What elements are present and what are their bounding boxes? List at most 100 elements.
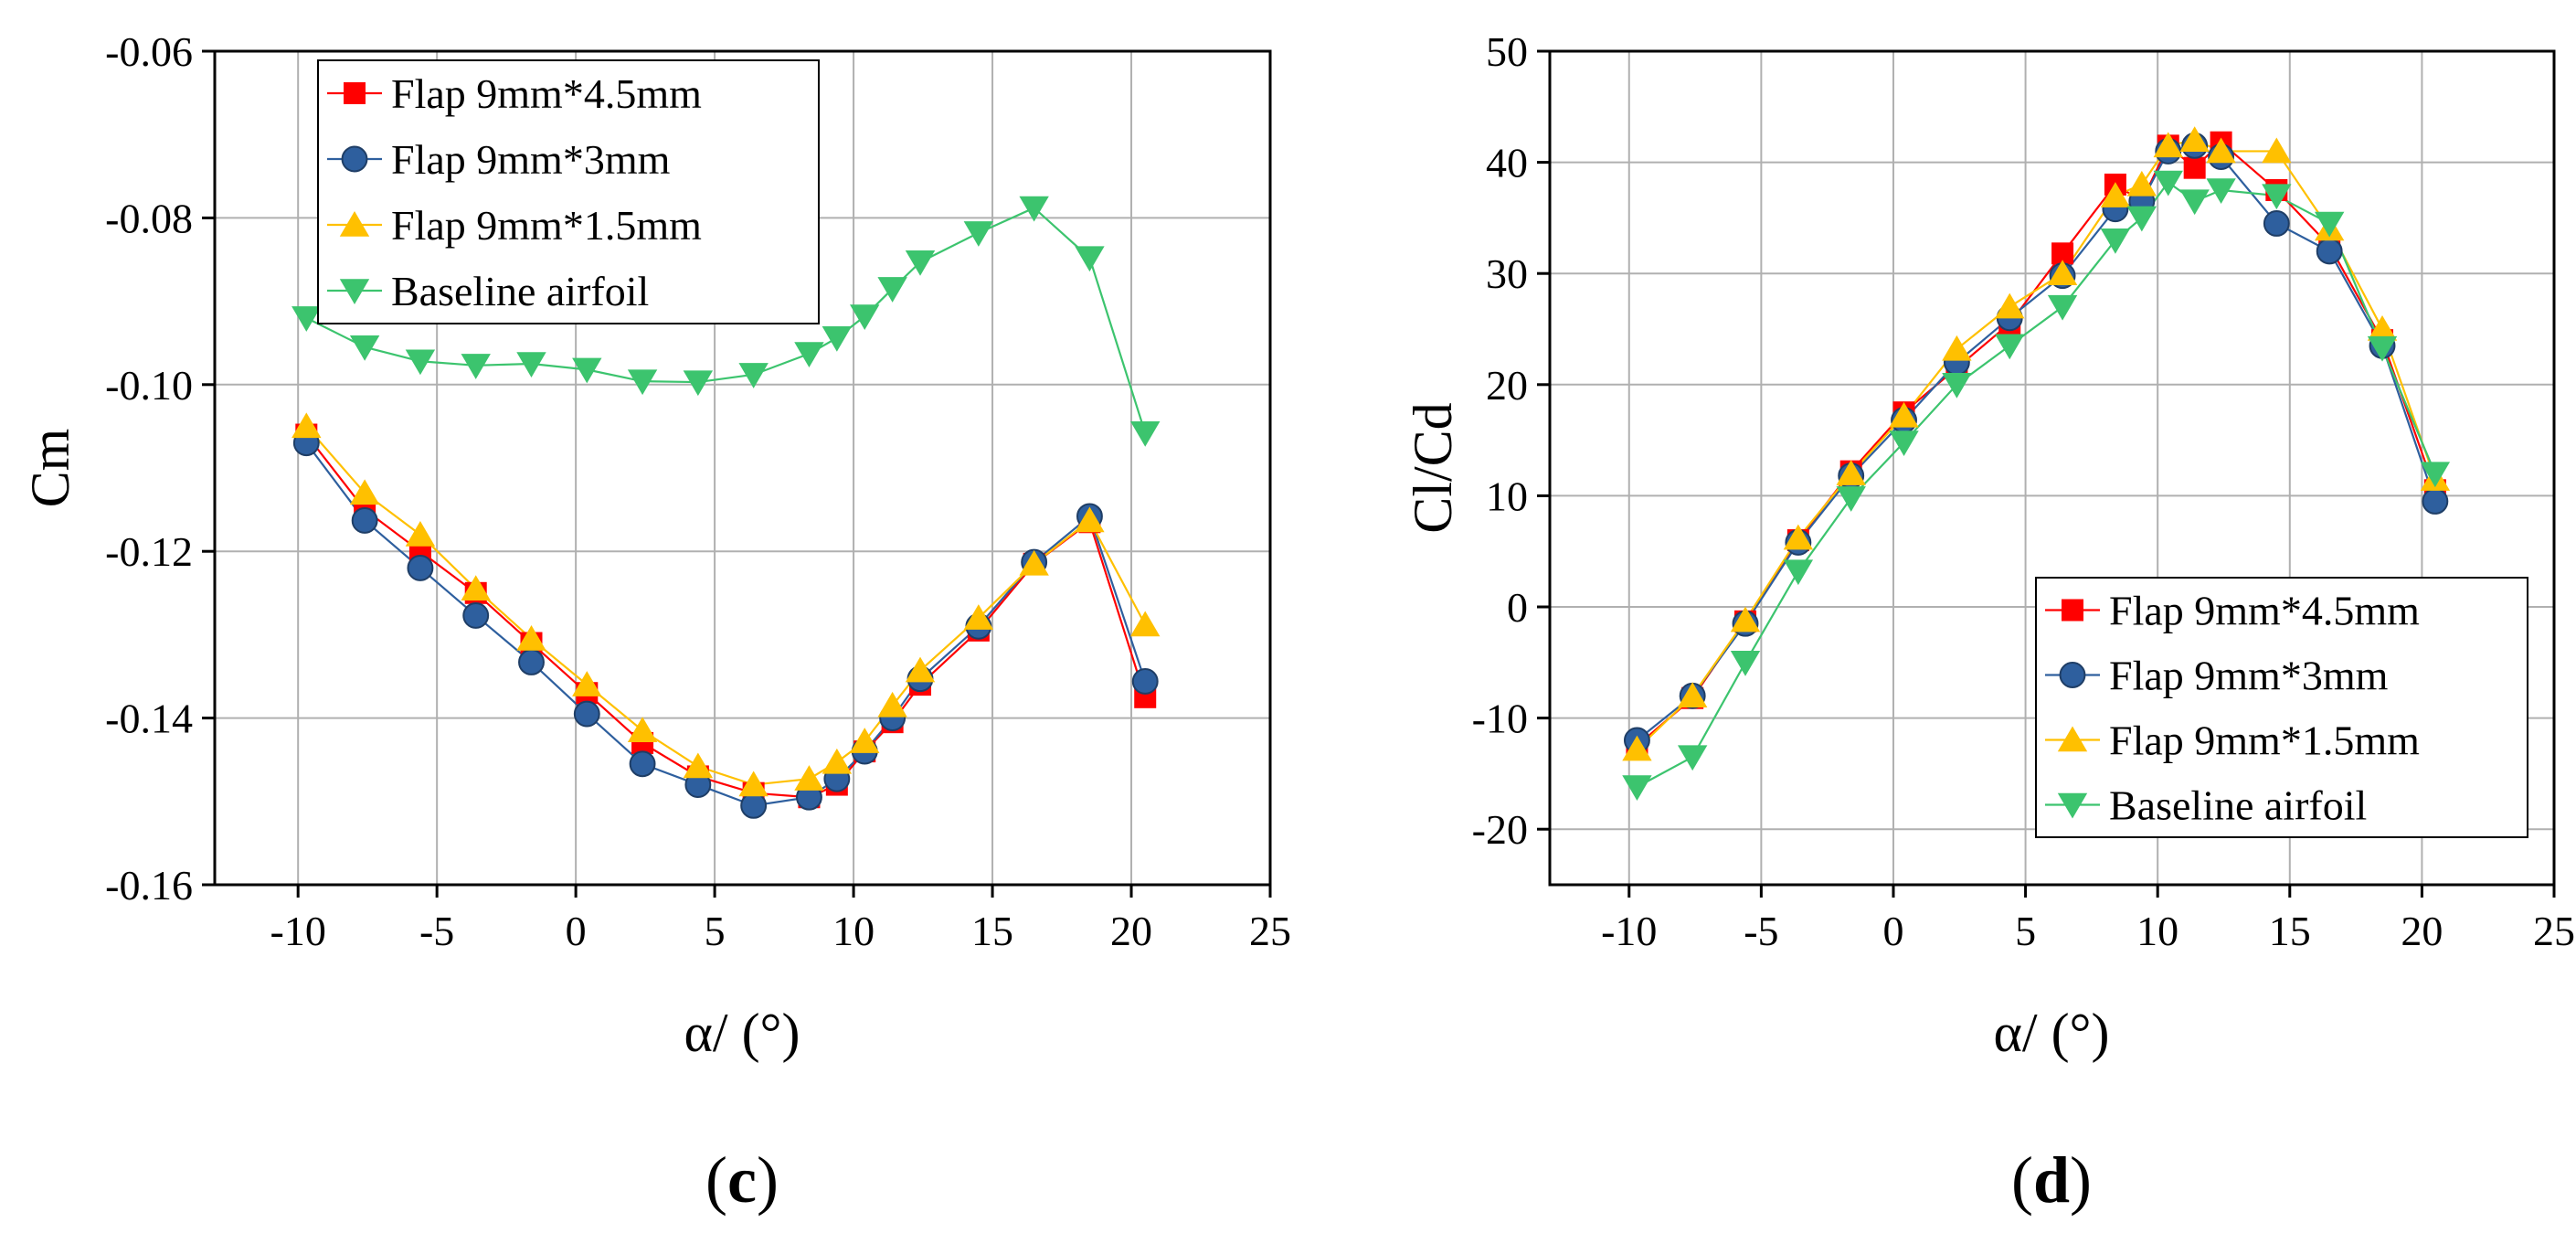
legend-box xyxy=(2035,577,2528,838)
data-point xyxy=(1130,611,1161,637)
x-tick-label: 15 xyxy=(971,908,1013,954)
data-point xyxy=(2420,462,2451,488)
data-point xyxy=(572,671,602,696)
data-point xyxy=(349,335,380,361)
data-point xyxy=(2183,156,2206,179)
data-point xyxy=(292,412,322,439)
panel-label: (c) xyxy=(705,1143,779,1217)
x-tick-label: 5 xyxy=(705,908,726,954)
series-line xyxy=(305,425,1147,786)
data-point xyxy=(794,342,824,368)
data-point xyxy=(573,700,600,728)
x-tick-label: 20 xyxy=(1110,908,1152,954)
data-point xyxy=(1622,735,1652,761)
data-markers xyxy=(292,196,1161,819)
data-point xyxy=(877,277,907,303)
x-tick-label: 20 xyxy=(2401,908,2443,954)
data-point xyxy=(905,656,936,683)
data-point xyxy=(1942,373,1972,399)
data-point xyxy=(1889,430,1919,457)
legend-box xyxy=(317,59,820,324)
y-tick-label: -0.16 xyxy=(105,862,193,909)
y-tick-label: 30 xyxy=(1486,250,1528,297)
legend-label: Flap 9mm*3mm xyxy=(391,136,671,183)
legend-marker xyxy=(341,145,368,173)
x-tick-label: 10 xyxy=(2136,908,2178,954)
x-tick-label: 10 xyxy=(832,908,875,954)
data-point xyxy=(2126,170,2157,197)
y-tick-label: -0.08 xyxy=(105,195,193,241)
data-point xyxy=(1131,668,1159,695)
data-point xyxy=(1677,745,1708,771)
plot-frame xyxy=(213,49,1272,887)
data-point xyxy=(516,624,546,651)
data-point xyxy=(405,349,436,376)
legend-marker xyxy=(2059,662,2086,688)
data-point xyxy=(2206,178,2236,204)
data-point xyxy=(877,691,907,717)
data-point xyxy=(2367,315,2398,341)
legend-marker xyxy=(2062,599,2083,622)
data-point xyxy=(1075,246,1105,272)
y-tick-label: -10 xyxy=(1472,696,1528,742)
data-point xyxy=(2314,211,2345,238)
y-axis-title: Cl/Cd xyxy=(1403,402,1463,533)
data-point xyxy=(963,221,994,247)
data-point xyxy=(2179,189,2210,216)
y-tick-label: 10 xyxy=(1486,473,1528,519)
data-point xyxy=(850,304,880,331)
data-point xyxy=(2206,137,2236,164)
data-point xyxy=(1730,606,1761,632)
data-point xyxy=(794,765,824,791)
y-axis-title: Cm xyxy=(20,429,80,508)
x-tick-label: -10 xyxy=(270,908,326,954)
data-point xyxy=(1622,775,1652,801)
legend-label: Flap 9mm*1.5mm xyxy=(391,202,702,249)
legend-label: Flap 9mm*1.5mm xyxy=(2109,717,2420,764)
x-tick-label: -10 xyxy=(1601,908,1657,954)
data-point xyxy=(2126,206,2157,232)
data-point xyxy=(1783,559,1814,586)
x-tick-label: 0 xyxy=(566,908,587,954)
data-point xyxy=(738,771,769,797)
tick-labels: -10 -5 0 5 10 15 20 25 -20 -10 0 10 20 30 40 50 xyxy=(1472,28,2575,954)
data-markers xyxy=(1622,126,2451,801)
x-tick-label: 0 xyxy=(1882,908,1903,954)
data-point xyxy=(462,601,490,629)
panel-letter: c xyxy=(727,1143,757,1217)
data-point xyxy=(2179,126,2210,153)
data-point xyxy=(2100,228,2131,254)
data-point xyxy=(518,649,545,675)
legend-label: Baseline airfoil xyxy=(391,268,649,314)
x-tick-label: 15 xyxy=(2269,908,2311,954)
x-tick-label: -5 xyxy=(1744,908,1778,954)
data-point xyxy=(683,752,714,779)
data-point xyxy=(1019,196,1049,222)
x-axis-title: α/ (°) xyxy=(684,1003,800,1063)
legend: Flap 9mm*4.5mm Flap 9mm*3mm Flap 9mm*1.5mm… xyxy=(317,59,820,324)
y-tick-label: -0.12 xyxy=(105,528,193,575)
legend-marker xyxy=(2057,792,2088,819)
data-point xyxy=(1783,524,1814,550)
data-point xyxy=(2316,238,2343,265)
legend-label: Flap 9mm*4.5mm xyxy=(2109,588,2420,634)
data-point xyxy=(2422,488,2449,515)
plot-frame xyxy=(1548,49,2556,887)
data-point xyxy=(738,363,769,388)
data-point xyxy=(2047,294,2078,321)
y-tick-label: 20 xyxy=(1486,362,1528,409)
data-point xyxy=(629,750,656,778)
data-point xyxy=(1677,682,1708,708)
data-point xyxy=(822,748,853,774)
y-tick-label: -0.10 xyxy=(105,362,193,409)
data-point xyxy=(292,306,322,332)
data-point xyxy=(2153,170,2183,197)
panel-letter: d xyxy=(2033,1143,2070,1217)
data-point xyxy=(1019,549,1049,576)
legend-marker xyxy=(344,82,366,104)
x-tick-label: 5 xyxy=(2015,908,2036,954)
tick-marks xyxy=(202,49,1272,898)
x-tick-label: 25 xyxy=(2533,908,2575,954)
